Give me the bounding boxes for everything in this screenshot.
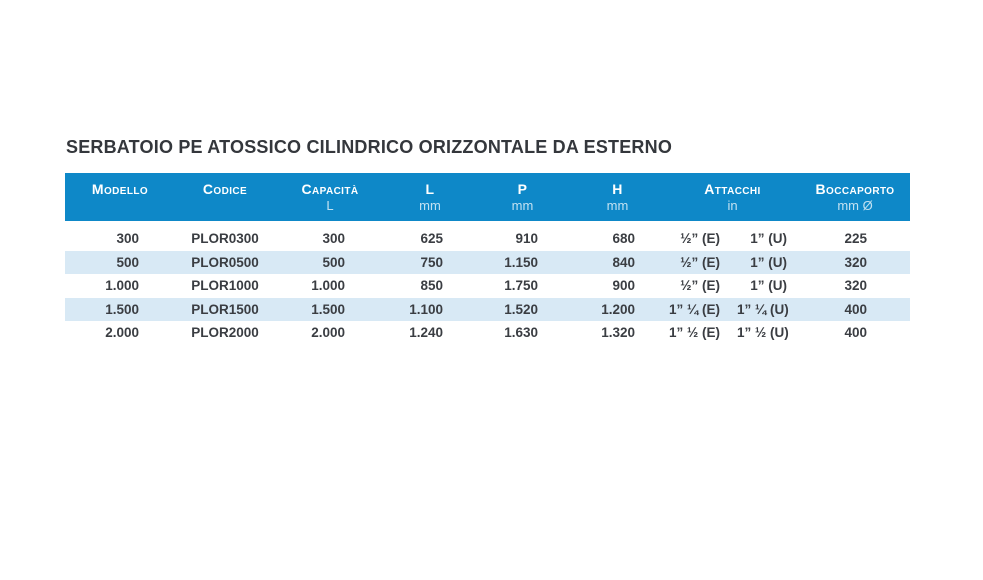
- table-row: 500 PLOR0500 500 750 1.150 840 ½” (E) 1” (U) 320: [65, 250, 911, 274]
- cell-codice: PLOR1000: [191, 278, 259, 293]
- col-header-h: H mm: [570, 173, 665, 221]
- cell-codice: PLOR1500: [175, 297, 275, 321]
- cell-boccaporto: 400: [844, 325, 868, 340]
- column-label: H: [612, 181, 623, 197]
- cell-boccaporto: 225: [844, 231, 868, 246]
- column-label: Attacchi: [704, 181, 761, 197]
- cell-h: 840: [570, 250, 665, 274]
- table-body: 300 PLOR0300 300 625 910 680 ½” (E) 1” (U) 225 50…: [65, 221, 911, 345]
- column-label: Modello: [91, 181, 149, 197]
- column-label: Capacità: [301, 181, 359, 197]
- cell-boccaporto: 400: [800, 297, 911, 321]
- page-title: SERBATOIO PE ATOSSICO CILINDRICO ORIZZON…: [66, 137, 673, 157]
- cell-capacita: 500: [275, 250, 385, 274]
- cell-h: 680: [612, 231, 635, 246]
- cell-attacchi_u: 1” (U): [750, 278, 788, 293]
- cell-boccaporto: 320: [800, 250, 911, 274]
- cell-l: 1.240: [409, 325, 443, 340]
- column-unit: mm: [606, 198, 629, 213]
- col-header-attacchi: Attacchi in: [665, 173, 801, 221]
- cell-attacchi_e: ½” (E): [665, 250, 737, 274]
- cell-capacita: 1.000: [311, 278, 345, 293]
- cell-attacchi_u: 1” ½ (U): [737, 325, 789, 340]
- cell-h: 1.320: [601, 325, 635, 340]
- cell-l: 625: [420, 231, 443, 246]
- cell-attacchi_u: 1” (U): [750, 231, 788, 246]
- cell-modello: 500: [65, 250, 175, 274]
- column-unit: mm: [419, 198, 441, 213]
- col-header-boccaporto: Boccaporto mm Ø: [800, 173, 911, 221]
- col-header-modello: Modello: [65, 173, 175, 221]
- cell-attacchi_e: ½” (E): [680, 278, 720, 293]
- col-header-capacita: Capacità L: [275, 173, 385, 221]
- column-unit: mm Ø: [837, 198, 873, 213]
- column-unit: L: [326, 198, 334, 213]
- cell-l: 1.100: [385, 297, 475, 321]
- cell-attacchi_u: 1” (U): [737, 250, 801, 274]
- col-header-codice: Codice: [175, 173, 275, 221]
- cell-l: 850: [420, 278, 443, 293]
- column-label: L: [425, 181, 435, 197]
- cell-p: 910: [515, 231, 538, 246]
- cell-p: 1.520: [475, 297, 570, 321]
- column-label: Boccaporto: [815, 181, 895, 197]
- cell-codice: PLOR0300: [191, 231, 259, 246]
- cell-capacita: 1.500: [275, 297, 385, 321]
- cell-modello: 1.500: [65, 297, 175, 321]
- cell-h: 1.200: [570, 297, 665, 321]
- column-label: Codice: [202, 181, 248, 197]
- table-row: 1.000 PLOR1000 1.000 850 1.750 900 ½” (E) 1” (U…: [65, 274, 910, 298]
- cell-p: 1.750: [504, 278, 538, 293]
- cell-boccaporto: 320: [844, 278, 868, 293]
- table-row: 2.000 PLOR2000 2.000 1.240 1.630 1.320 1” ½ (E…: [65, 321, 910, 345]
- cell-codice: PLOR2000: [191, 325, 259, 340]
- col-header-l: L mm: [385, 173, 475, 221]
- table-header: Modello Codice Capacità L L mm P mm: [65, 173, 911, 221]
- cell-attacchi_e: 1” ½ (E): [668, 325, 720, 340]
- cell-h: 900: [612, 278, 635, 293]
- col-header-p: P mm: [475, 173, 570, 221]
- table-row: 300 PLOR0300 300 625 910 680 ½” (E) 1” (U) 225: [65, 227, 910, 251]
- cell-l: 750: [385, 250, 475, 274]
- cell-modello: 1.000: [105, 278, 139, 293]
- cell-attacchi_e: ½” (E): [680, 231, 720, 246]
- column-unit: mm: [511, 198, 534, 213]
- cell-codice: PLOR0500: [175, 250, 275, 274]
- cell-modello: 300: [116, 231, 139, 246]
- table-row: 1.500 PLOR1500 1.500 1.100 1.520 1.200 1” ¼ (E…: [65, 297, 911, 321]
- column-label: P: [517, 181, 528, 197]
- header-row: Modello Codice Capacità L L mm P mm: [65, 173, 911, 221]
- cell-capacita: 2.000: [311, 325, 345, 340]
- cell-p: 1.150: [475, 250, 570, 274]
- cell-p: 1.630: [504, 325, 538, 340]
- cell-capacita: 300: [322, 231, 345, 246]
- cell-attacchi_e: 1” ¼ (E): [665, 297, 737, 321]
- spec-table: Modello Codice Capacità L L mm P mm: [65, 173, 911, 345]
- cell-attacchi_u: 1” ¼ (U): [737, 297, 801, 321]
- column-unit: in: [727, 198, 738, 213]
- cell-modello: 2.000: [105, 325, 139, 340]
